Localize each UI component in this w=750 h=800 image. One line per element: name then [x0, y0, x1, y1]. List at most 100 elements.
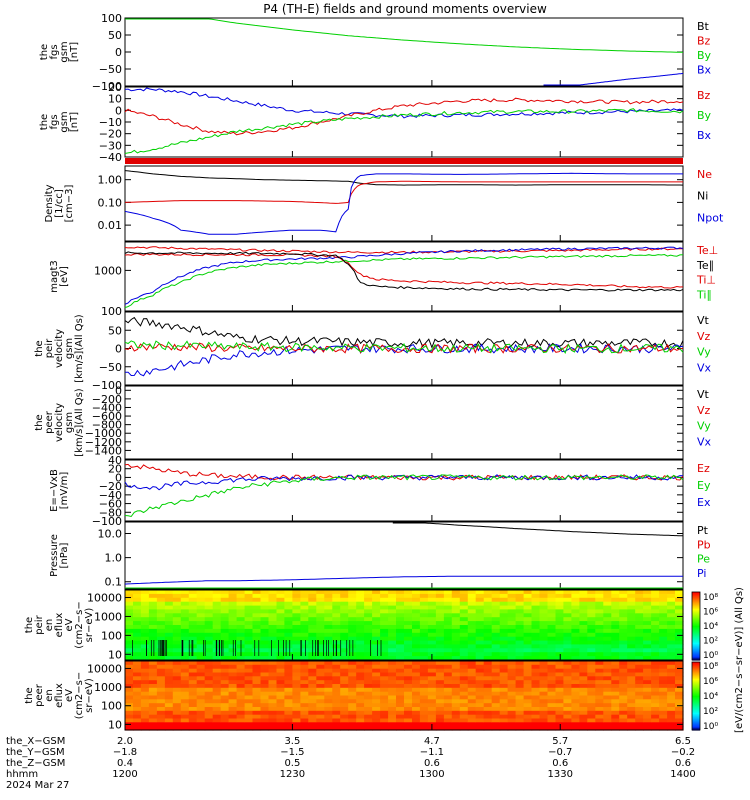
- colorbar-segment: [692, 719, 700, 722]
- heatmap-cell: [156, 672, 166, 677]
- legend-entry: Bz: [697, 89, 711, 102]
- y-axis-label-line: eV: [64, 618, 75, 631]
- heatmap-cell: [372, 617, 381, 622]
- heatmap-cell: [396, 609, 405, 614]
- heatmap-cell: [675, 699, 684, 704]
- heatmap-cell: [140, 640, 150, 646]
- heatmap-cell: [611, 648, 620, 653]
- heatmap-cell: [467, 652, 477, 657]
- heatmap-cell: [156, 609, 166, 614]
- heatmap-cell: [603, 664, 612, 670]
- heatmap-cell: [667, 714, 676, 720]
- heatmap-cell: [140, 636, 150, 642]
- heatmap-cell: [308, 680, 317, 685]
- heatmap-cell: [180, 609, 190, 614]
- heatmap-cell: [531, 656, 541, 661]
- heatmap-cell: [675, 628, 684, 634]
- colorbar-segment: [692, 655, 700, 658]
- heatmap-cell: [388, 703, 397, 708]
- heatmap-cell: [675, 672, 684, 677]
- heatmap-cell: [340, 672, 349, 677]
- heatmap-cell: [348, 668, 357, 674]
- heatmap-cell: [188, 691, 198, 697]
- heatmap-cell: [172, 621, 182, 626]
- heatmap-cell: [372, 668, 381, 674]
- heatmap-cell: [619, 601, 628, 607]
- heatmap-cell: [443, 605, 453, 611]
- heatmap-cell: [427, 699, 437, 704]
- colorbar-segment: [692, 679, 700, 681]
- heatmap-cell: [483, 668, 493, 674]
- heatmap-cell: [579, 722, 588, 727]
- heatmap-cell: [308, 621, 317, 626]
- heatmap-cell: [659, 648, 668, 653]
- heatmap-cell: [587, 601, 596, 607]
- heatmap-cell: [603, 640, 612, 646]
- heatmap-cell: [196, 601, 206, 607]
- heatmap-cell: [555, 636, 565, 642]
- heatmap-cell: [451, 590, 461, 595]
- heatmap-cell: [228, 661, 238, 666]
- y-axis-label-line: [nPa]: [59, 542, 70, 568]
- heatmap-cell: [324, 722, 333, 727]
- colorbar-tick-label: 10²: [703, 637, 718, 647]
- heatmap-cell: [507, 664, 517, 670]
- heatmap-cell: [459, 593, 469, 599]
- heatmap-cell: [531, 664, 541, 670]
- heatmap-cell: [563, 636, 572, 642]
- heatmap-cell: [595, 695, 604, 700]
- colorbar-segment: [692, 708, 700, 711]
- heatmap-cell: [372, 661, 381, 666]
- heatmap-cell: [300, 661, 309, 666]
- heatmap-cell: [172, 661, 182, 666]
- heatmap-cell: [483, 676, 493, 681]
- heatmap-cell: [220, 714, 230, 720]
- heatmap-cell: [188, 656, 198, 661]
- heatmap-cell: [292, 672, 301, 677]
- colorbar-segment: [692, 662, 700, 664]
- heatmap-cell: [364, 691, 373, 697]
- heatmap-cell: [276, 687, 286, 693]
- y-tick-label: 40: [108, 454, 122, 467]
- heatmap-cell: [475, 601, 485, 607]
- heatmap-cell: [539, 714, 549, 720]
- heatmap-cell: [563, 718, 572, 723]
- heatmap-cell: [579, 652, 588, 657]
- colorbar-segment: [692, 618, 700, 620]
- heatmap-cell: [148, 625, 158, 630]
- heatmap-cell: [523, 613, 533, 618]
- heatmap-cell: [340, 691, 349, 697]
- heatmap-cell: [467, 617, 477, 622]
- heatmap-cell: [539, 617, 549, 622]
- heatmap-cell: [356, 636, 365, 642]
- heatmap-cell: [372, 632, 381, 638]
- heatmap-cell: [332, 593, 341, 599]
- heatmap-cell: [483, 640, 493, 646]
- heatmap-cell: [260, 676, 270, 681]
- heatmap-cell: [587, 661, 596, 666]
- heatmap-cell: [627, 617, 636, 622]
- heatmap-cell: [483, 680, 493, 685]
- heatmap-cell: [212, 664, 222, 670]
- heatmap-cell: [571, 632, 580, 638]
- heatmap-cell: [380, 621, 389, 626]
- heatmap-cell: [196, 636, 206, 642]
- heatmap-cell: [252, 718, 262, 723]
- heatmap-cell: [172, 617, 182, 622]
- heatmap-cell: [348, 684, 357, 689]
- heatmap-cell: [172, 597, 182, 603]
- heatmap-cell: [324, 593, 333, 599]
- heatmap-cell: [483, 718, 493, 723]
- heatmap-cell: [388, 644, 397, 649]
- heatmap-cell: [316, 718, 325, 723]
- heatmap-cell: [212, 703, 222, 708]
- heatmap-cell: [539, 640, 549, 646]
- heatmap-cell: [356, 648, 365, 653]
- heatmap-cell: [427, 695, 437, 700]
- heatmap-cell: [196, 664, 206, 670]
- colorbar-segment: [692, 612, 700, 615]
- heatmap-cell: [268, 661, 278, 666]
- heatmap-cell: [475, 632, 485, 638]
- heatmap-cell: [148, 699, 158, 704]
